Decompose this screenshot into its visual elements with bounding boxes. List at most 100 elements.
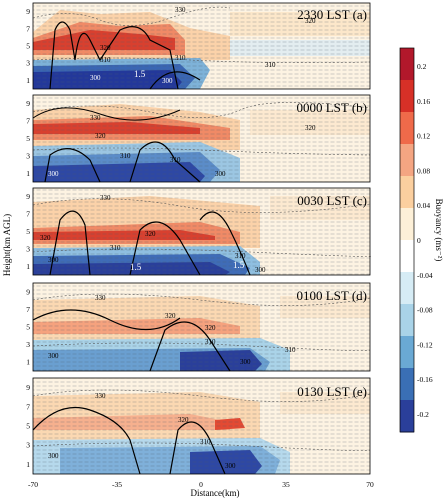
y-tick-label: 5: [26, 227, 30, 236]
colorbar-segment: [400, 272, 414, 305]
contour-label: 320: [205, 324, 216, 332]
contour-label: 310: [170, 156, 181, 164]
y-tick-label: 1: [26, 169, 30, 178]
y-tick-label: 5: [26, 323, 30, 332]
contour-label: 300: [48, 452, 59, 460]
contour-label: 310: [100, 56, 111, 64]
y-axis-label: Height(km AGL): [2, 214, 12, 276]
contour-label: 310: [285, 346, 296, 354]
contour-label: 310: [265, 61, 276, 69]
x-tick-label: 70: [366, 480, 374, 489]
colorbar-segment: [400, 80, 414, 113]
colorbar-segment: [400, 368, 414, 401]
y-tick-label: 5: [26, 422, 30, 431]
panel-a: 330 320 310 310 300 300 320 310 1.5 2330…: [32, 2, 371, 90]
contour-label: 320: [305, 17, 316, 25]
contour-label: 330: [90, 114, 101, 122]
colorbar-label: Buoyancy (ms⁻²): [434, 199, 443, 262]
x-tick-label: 0: [199, 480, 203, 489]
colorbar-border: [399, 47, 415, 433]
y-ticks: 1 3 5 7 9 1 3 5 7 9 1 3 5 7 9 1 3 5 7 9 1 3 5 7 9: [26, 7, 30, 469]
contour-label: 300: [255, 266, 266, 274]
y-tick-label: 7: [26, 402, 30, 411]
colorbar-segment: [400, 112, 414, 145]
contour-label: 310: [175, 54, 186, 62]
contour-label: 330: [175, 6, 186, 14]
colorbar-tick-label: 0.2: [417, 62, 427, 71]
contour-label: 310: [120, 152, 131, 160]
contour-label: 320: [165, 312, 176, 320]
x-tick-label: -35: [112, 480, 122, 489]
panel-d: 330 320 320 310 310 300 300 0100 LST (d): [32, 282, 371, 372]
contour-label: 310: [205, 338, 216, 346]
contour-label-1-5: 1.5: [130, 262, 142, 272]
panel-title: 2330 LST (a): [297, 7, 367, 22]
colorbar-tick-label: -0.16: [417, 375, 433, 384]
contour-label: 330: [100, 194, 111, 202]
colorbar-tick-label: 0.12: [417, 132, 430, 141]
y-tick-label: 9: [26, 7, 30, 16]
contour-label: 310: [200, 438, 211, 446]
contour-label: 300: [48, 256, 59, 264]
colorbar-segment: [400, 240, 414, 273]
contour-label: 320: [305, 124, 316, 132]
y-tick-label: 1: [26, 358, 30, 367]
contour-label: 300: [215, 170, 226, 178]
colorbar: 0.2 0.16 0.12 0.08 0.04 0 -0.04 -0.08 -0.12 -0.16…: [399, 47, 433, 433]
y-tick-label: 1: [26, 76, 30, 85]
panel-title: 0100 LST (d): [296, 288, 367, 303]
contour-label: 300: [162, 77, 173, 85]
y-tick-label: 7: [26, 117, 30, 126]
colorbar-segment: [400, 336, 414, 369]
contour-label-1-5: 1.5: [134, 69, 146, 79]
contour-label: 330: [95, 392, 106, 400]
y-tick-label: 3: [26, 340, 30, 349]
y-tick-label: 5: [26, 42, 30, 51]
y-tick-label: 3: [26, 59, 30, 68]
y-tick-label: 1: [26, 460, 30, 469]
colorbar-tick-label: -0.08: [417, 306, 433, 315]
colorbar-tick-label: 0.08: [417, 166, 430, 175]
y-tick-label: 3: [26, 441, 30, 450]
contour-label: 320: [178, 416, 189, 424]
y-tick-label: 9: [26, 192, 30, 201]
panel-title: 0000 LST (b): [296, 100, 367, 115]
contour-label: 300: [48, 352, 59, 360]
contour-label: 330: [95, 294, 106, 302]
y-tick-label: 3: [26, 151, 30, 160]
y-tick-label: 9: [26, 99, 30, 108]
contour-label: 310: [235, 252, 246, 260]
y-tick-label: 5: [26, 134, 30, 143]
contour-label: 300: [225, 462, 236, 470]
y-tick-label: 7: [26, 24, 30, 33]
colorbar-tick-label: 0: [417, 236, 421, 245]
colorbar-segment: [400, 176, 414, 209]
contour-label: 300: [240, 358, 251, 366]
y-tick-label: 7: [26, 210, 30, 219]
colorbar-segment: [400, 48, 414, 81]
colorbar-segment: [400, 304, 414, 337]
colorbar-segment: [400, 400, 414, 433]
panel-title: 0130 LST (e): [297, 384, 367, 399]
colorbar-tick-label: -0.2: [417, 410, 429, 419]
panel-c: 330 320 320 310 310 300 300 1.5 1.5 0030…: [32, 187, 371, 276]
y-tick-label: 9: [26, 383, 30, 392]
colorbar-tick-label: -0.04: [417, 271, 433, 280]
colorbar-tick-label: 0.16: [417, 97, 430, 106]
contour-label: 320: [95, 132, 106, 140]
contour-label: 310: [110, 244, 121, 252]
y-tick-label: 3: [26, 244, 30, 253]
contour-label: 320: [100, 44, 111, 52]
panel-e: 330 320 310 300 300 0130 LST (e): [32, 377, 371, 475]
contour-label: 320: [40, 234, 51, 242]
colorbar-segment: [400, 208, 414, 241]
x-tick-label: -70: [28, 480, 38, 489]
panel-title: 0030 LST (c): [297, 193, 367, 208]
x-axis-label: Distance(km): [191, 488, 240, 498]
contour-label: 320: [145, 230, 156, 238]
contour-label: 300: [90, 74, 101, 82]
contour-label: 300: [48, 170, 59, 178]
y-tick-label: 7: [26, 305, 30, 314]
colorbar-tick-label: -0.12: [417, 340, 433, 349]
